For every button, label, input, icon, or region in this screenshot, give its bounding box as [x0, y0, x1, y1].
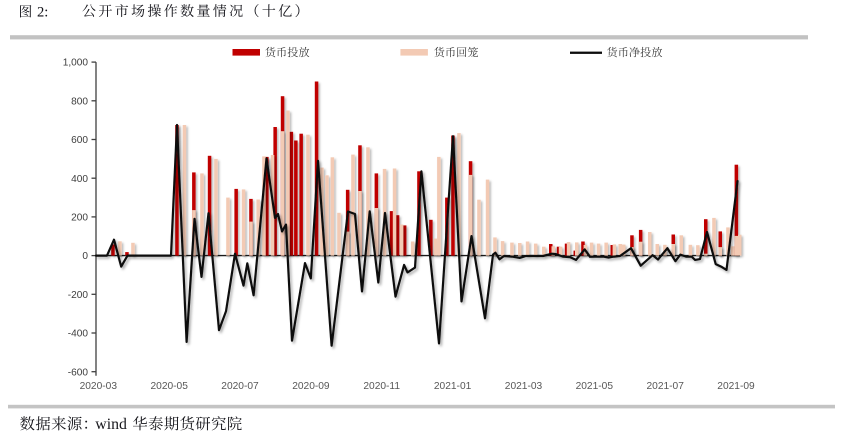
svg-text:-200: -200: [68, 290, 89, 301]
svg-text:2021-05: 2021-05: [576, 381, 614, 392]
svg-text:2020-03: 2020-03: [80, 381, 118, 392]
svg-text:600: 600: [71, 135, 88, 146]
svg-text:2021-07: 2021-07: [647, 381, 685, 392]
svg-text:2021-09: 2021-09: [717, 381, 755, 392]
svg-text:-600: -600: [68, 367, 89, 378]
svg-text:2021-03: 2021-03: [505, 381, 543, 392]
svg-text:2:: 2:: [37, 4, 48, 20]
svg-text:2020-07: 2020-07: [221, 381, 259, 392]
svg-text:2021-01: 2021-01: [434, 381, 472, 392]
svg-text:2020-05: 2020-05: [151, 381, 189, 392]
svg-text:800: 800: [71, 96, 88, 107]
svg-text:400: 400: [71, 174, 88, 185]
svg-text:-400: -400: [68, 329, 89, 340]
svg-text:2020-09: 2020-09: [292, 381, 330, 392]
svg-text:1,000: 1,000: [63, 58, 89, 69]
svg-text:0: 0: [82, 251, 88, 262]
svg-text:wind: wind: [95, 416, 127, 433]
svg-text:2020-11: 2020-11: [363, 381, 400, 392]
svg-text:200: 200: [71, 213, 88, 224]
